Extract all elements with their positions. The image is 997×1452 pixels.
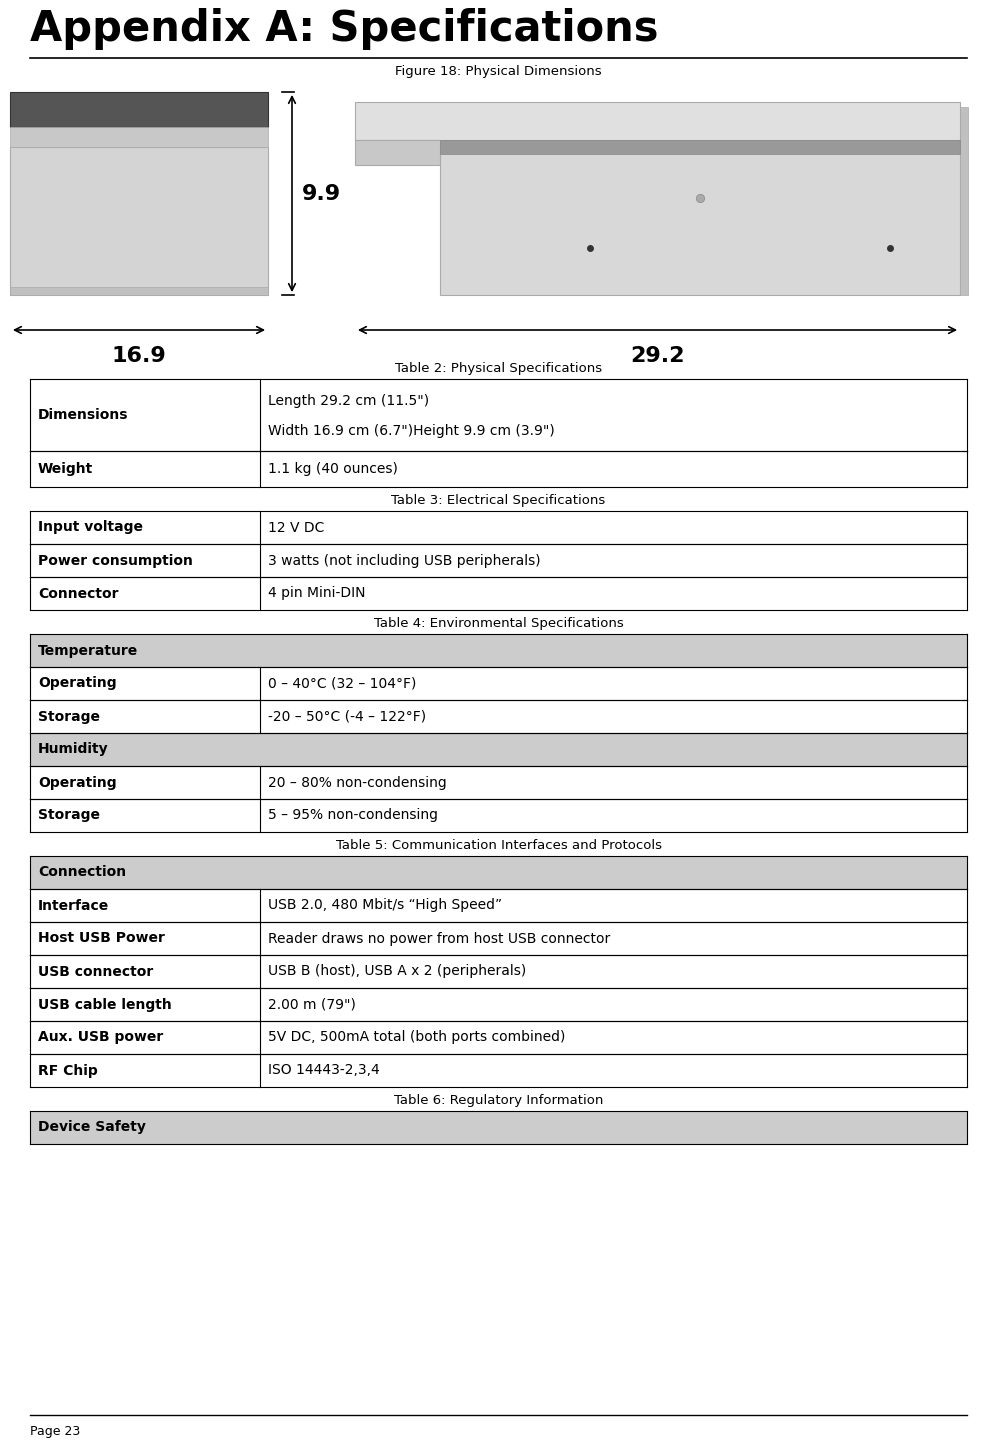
Bar [30, 700, 967, 733]
Text: Length 29.2 cm (11.5"): Length 29.2 cm (11.5") [267, 393, 429, 408]
Text: USB connector: USB connector [38, 964, 154, 979]
Text: Storage: Storage [38, 809, 100, 822]
Text: 2.00 m (79"): 2.00 m (79") [267, 998, 356, 1012]
Bar [30, 1111, 967, 1144]
Text: RF Chip: RF Chip [38, 1063, 98, 1077]
Text: Table 6: Regulatory Information: Table 6: Regulatory Information [394, 1093, 603, 1106]
Text: Interface: Interface [38, 899, 110, 912]
Bar [30, 955, 967, 987]
Text: 5V DC, 500mA total (both ports combined): 5V DC, 500mA total (both ports combined) [267, 1031, 565, 1044]
Text: Weight: Weight [38, 462, 94, 476]
Text: Aux. USB power: Aux. USB power [38, 1031, 164, 1044]
Text: USB cable length: USB cable length [38, 998, 171, 1012]
Text: Table 2: Physical Specifications: Table 2: Physical Specifications [395, 362, 602, 375]
Bar [30, 635, 967, 666]
Text: Host USB Power: Host USB Power [38, 932, 165, 945]
Bar [10, 126, 268, 147]
Bar [30, 1054, 967, 1088]
Text: USB B (host), USB A x 2 (peripherals): USB B (host), USB A x 2 (peripherals) [267, 964, 525, 979]
Text: Connection: Connection [38, 865, 127, 880]
Text: USB 2.0, 480 Mbit/s “High Speed”: USB 2.0, 480 Mbit/s “High Speed” [267, 899, 501, 912]
Text: Storage: Storage [38, 710, 100, 723]
Bar [355, 102, 960, 139]
Text: Operating: Operating [38, 677, 117, 691]
Text: Connector: Connector [38, 587, 119, 601]
Text: 29.2: 29.2 [630, 346, 685, 366]
Text: ISO 14443-2,3,4: ISO 14443-2,3,4 [267, 1063, 379, 1077]
Bar [440, 139, 960, 154]
Bar [10, 147, 268, 295]
Text: 5 – 95% non-condensing: 5 – 95% non-condensing [267, 809, 438, 822]
Text: Appendix A: Specifications: Appendix A: Specifications [30, 9, 658, 49]
Text: Reader draws no power from host USB connector: Reader draws no power from host USB conn… [267, 932, 610, 945]
Text: Temperature: Temperature [38, 643, 139, 658]
Bar [10, 91, 268, 126]
Text: Table 4: Environmental Specifications: Table 4: Environmental Specifications [374, 617, 623, 630]
Bar [960, 107, 968, 295]
Bar [30, 576, 967, 610]
Bar [30, 889, 967, 922]
Text: 9.9: 9.9 [302, 183, 341, 203]
Text: 16.9: 16.9 [112, 346, 166, 366]
Bar [30, 767, 967, 799]
Bar [30, 452, 967, 486]
Text: Operating: Operating [38, 775, 117, 790]
Text: 12 V DC: 12 V DC [267, 520, 324, 534]
Text: Table 3: Electrical Specifications: Table 3: Electrical Specifications [392, 494, 605, 507]
Bar [30, 544, 967, 576]
Bar [30, 733, 967, 767]
Bar [30, 1021, 967, 1054]
Bar [30, 379, 967, 452]
Text: 4 pin Mini-DIN: 4 pin Mini-DIN [267, 587, 365, 601]
Text: Figure 18: Physical Dimensions: Figure 18: Physical Dimensions [395, 65, 602, 78]
Text: 1.1 kg (40 ounces): 1.1 kg (40 ounces) [267, 462, 398, 476]
Bar [355, 139, 440, 166]
Bar [30, 922, 967, 955]
Bar [30, 799, 967, 832]
Text: 3 watts (not including USB peripherals): 3 watts (not including USB peripherals) [267, 553, 540, 568]
Text: 0 – 40°C (32 – 104°F): 0 – 40°C (32 – 104°F) [267, 677, 416, 691]
Bar [30, 857, 967, 889]
Text: Page 23: Page 23 [30, 1424, 80, 1437]
Bar [30, 511, 967, 544]
Bar [440, 139, 960, 295]
Bar [30, 987, 967, 1021]
Text: -20 – 50°C (-4 – 122°F): -20 – 50°C (-4 – 122°F) [267, 710, 426, 723]
Text: Device Safety: Device Safety [38, 1121, 146, 1134]
Text: Power consumption: Power consumption [38, 553, 192, 568]
Text: 20 – 80% non-condensing: 20 – 80% non-condensing [267, 775, 447, 790]
Text: Table 5: Communication Interfaces and Protocols: Table 5: Communication Interfaces and Pr… [336, 839, 661, 852]
Text: Input voltage: Input voltage [38, 520, 143, 534]
Text: Dimensions: Dimensions [38, 408, 129, 423]
Bar [10, 287, 268, 295]
Text: Humidity: Humidity [38, 742, 109, 756]
Text: Width 16.9 cm (6.7")Height 9.9 cm (3.9"): Width 16.9 cm (6.7")Height 9.9 cm (3.9") [267, 424, 554, 439]
Bar [30, 666, 967, 700]
